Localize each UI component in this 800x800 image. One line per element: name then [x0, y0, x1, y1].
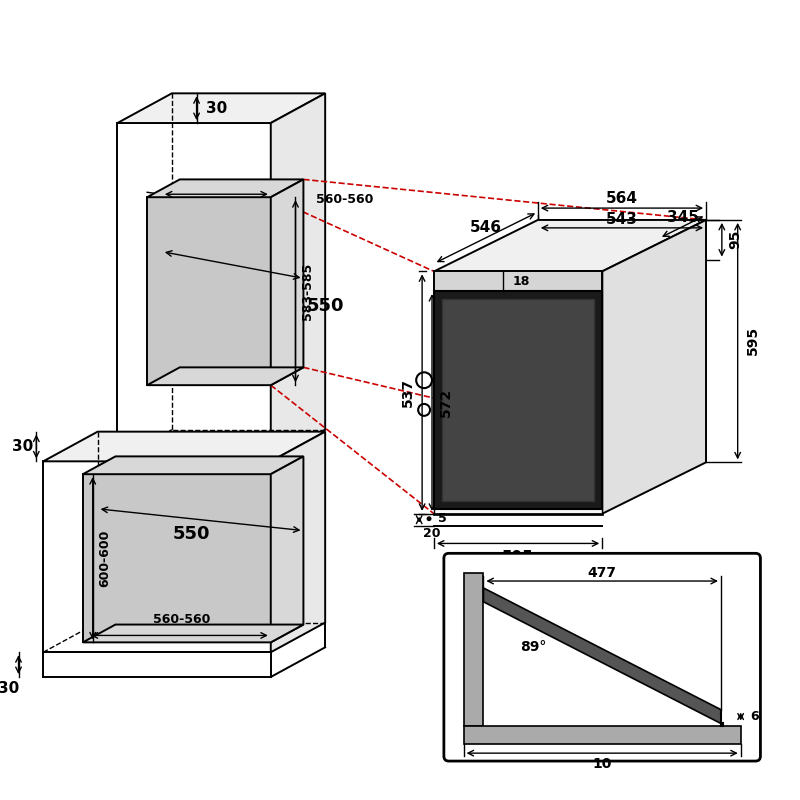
- Text: 560-560: 560-560: [153, 613, 210, 626]
- Polygon shape: [464, 726, 741, 744]
- Polygon shape: [434, 271, 602, 291]
- Text: 543: 543: [606, 213, 638, 227]
- Text: 30: 30: [12, 439, 33, 454]
- Text: 89°: 89°: [520, 640, 546, 654]
- Text: 583-585: 583-585: [301, 262, 314, 320]
- Polygon shape: [270, 179, 303, 385]
- Text: 550: 550: [306, 297, 344, 315]
- Polygon shape: [434, 291, 602, 509]
- Text: 30: 30: [206, 101, 227, 116]
- Polygon shape: [602, 220, 706, 514]
- Text: 600-600: 600-600: [98, 530, 111, 587]
- Polygon shape: [270, 432, 325, 652]
- Polygon shape: [147, 367, 303, 385]
- Text: 595: 595: [502, 550, 534, 565]
- Polygon shape: [434, 271, 602, 514]
- Text: 6: 6: [750, 710, 759, 723]
- FancyBboxPatch shape: [444, 554, 761, 761]
- Text: 18: 18: [512, 274, 530, 288]
- Polygon shape: [43, 432, 325, 462]
- Text: 546: 546: [470, 220, 502, 235]
- Text: 537: 537: [402, 378, 415, 406]
- Circle shape: [426, 516, 431, 521]
- Text: 560-560: 560-560: [316, 193, 374, 206]
- Polygon shape: [270, 456, 303, 642]
- Polygon shape: [147, 179, 303, 198]
- Text: 345: 345: [667, 210, 699, 225]
- Polygon shape: [483, 588, 721, 723]
- Text: 550: 550: [173, 525, 210, 542]
- Text: 10: 10: [593, 757, 612, 771]
- Text: 5: 5: [438, 512, 446, 526]
- Text: 477: 477: [588, 566, 617, 580]
- Text: 595: 595: [746, 326, 759, 355]
- Text: 30: 30: [0, 682, 19, 696]
- Text: 95: 95: [729, 230, 742, 250]
- Text: 572: 572: [439, 387, 453, 417]
- Text: 20: 20: [423, 527, 441, 540]
- Polygon shape: [442, 299, 594, 501]
- Polygon shape: [270, 94, 325, 459]
- Polygon shape: [83, 456, 303, 474]
- Text: 564: 564: [606, 190, 638, 206]
- Polygon shape: [118, 94, 325, 123]
- Polygon shape: [147, 198, 270, 385]
- Polygon shape: [464, 573, 483, 726]
- Polygon shape: [434, 220, 706, 271]
- Polygon shape: [83, 474, 270, 642]
- Polygon shape: [83, 625, 303, 642]
